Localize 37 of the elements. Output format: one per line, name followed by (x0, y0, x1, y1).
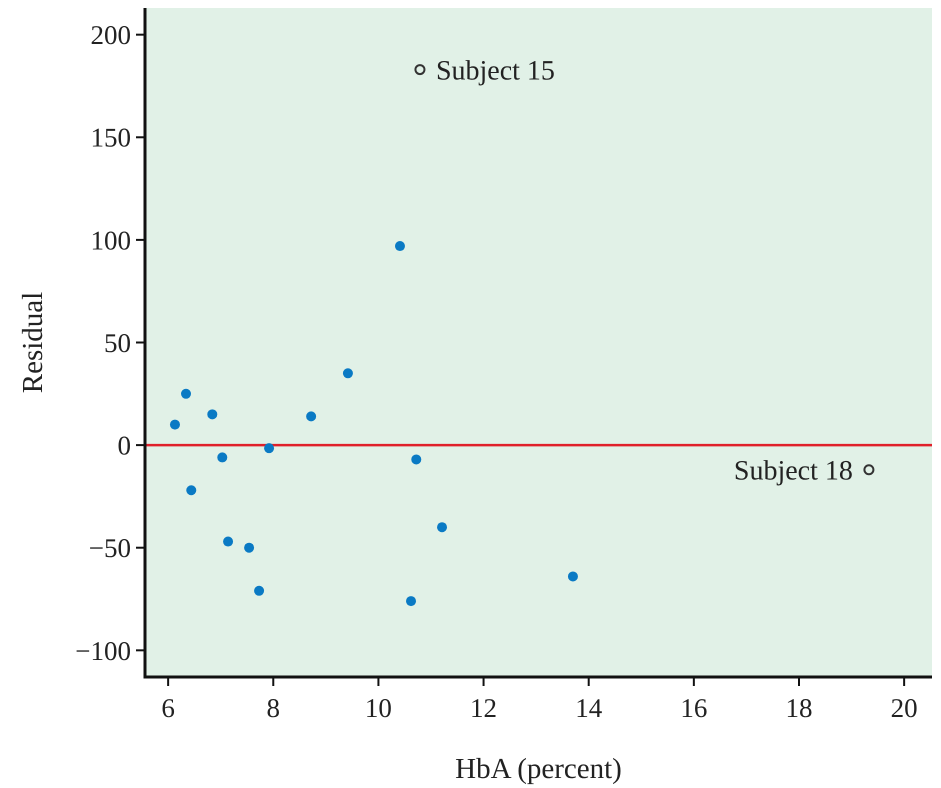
point (264, 443, 274, 454)
point (394, 241, 405, 252)
point (207, 409, 218, 420)
y-tick-label: 50 (104, 328, 131, 358)
annotation: Subject 18 (734, 456, 853, 487)
x-tick-label: 20 (890, 693, 918, 723)
x-tick-label: 18 (785, 693, 812, 723)
point (411, 454, 422, 464)
point (244, 542, 254, 553)
point (306, 411, 316, 422)
y-tick-label: 0 (118, 430, 131, 461)
point (170, 420, 180, 430)
y-tick-label: 100 (90, 225, 131, 256)
x-tick-label: 8 (266, 693, 280, 723)
x-tick-label: 16 (680, 693, 708, 723)
x-tick-label: 6 (161, 693, 175, 723)
point (217, 452, 228, 462)
y-tick-label: 200 (90, 20, 131, 50)
point (863, 464, 874, 476)
point (437, 522, 448, 532)
point (342, 368, 353, 378)
x-axis-title: HbA (percent) (455, 753, 622, 785)
y-tick-label: −100 (75, 636, 131, 666)
point (223, 536, 234, 547)
annotation: Subject 15 (436, 55, 555, 86)
point (568, 571, 578, 582)
y-tick-label: −50 (88, 533, 131, 564)
point (181, 388, 192, 399)
y-axis-title: Residual (17, 292, 49, 394)
point (414, 64, 426, 76)
point (254, 586, 264, 596)
y-tick-label: 150 (90, 122, 131, 153)
x-tick-label: 12 (470, 693, 498, 723)
point (406, 596, 416, 606)
point (186, 485, 196, 496)
x-tick-label: 14 (575, 693, 603, 723)
x-tick-label: 10 (364, 693, 392, 723)
